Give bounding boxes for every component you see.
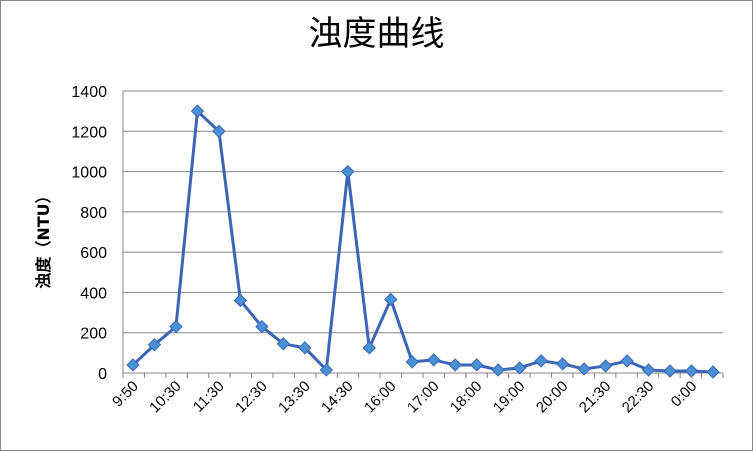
data-point xyxy=(233,293,248,308)
axes xyxy=(122,91,724,378)
x-tick-label: 14:30 xyxy=(318,378,357,417)
data-point xyxy=(405,355,419,369)
data-point xyxy=(319,363,334,377)
x-tick-labels: 9:50 10:30 11:30 12:30 13:30 14:30 16:00 17:00 1… xyxy=(109,378,700,417)
x-tick-label: 18:00 xyxy=(447,378,486,417)
data-point xyxy=(190,104,205,118)
y-tick-label: 1400 xyxy=(71,84,107,101)
data-point xyxy=(298,341,312,355)
y-tick-labels: 0 200 400 600 800 1000 1200 1400 xyxy=(71,84,107,383)
data-point xyxy=(491,363,505,377)
data-point xyxy=(255,319,269,334)
data-point xyxy=(620,354,634,368)
y-tick-label: 0 xyxy=(98,366,107,383)
data-point xyxy=(384,292,398,307)
data-point xyxy=(641,363,656,377)
x-tick-label: 21:30 xyxy=(576,378,615,417)
x-tick-label: 0:00 xyxy=(668,378,701,411)
data-point xyxy=(427,353,441,367)
data-point xyxy=(663,364,677,378)
y-tick-label: 1200 xyxy=(71,124,107,141)
data-point xyxy=(126,358,140,372)
x-tick-label: 17:00 xyxy=(404,378,443,417)
data-point xyxy=(362,341,377,355)
data-point xyxy=(706,365,720,379)
data-point xyxy=(577,362,591,376)
data-point xyxy=(448,358,462,372)
x-tick-label: 16:00 xyxy=(361,378,400,417)
data-point xyxy=(534,354,548,368)
x-tick-label: 12:30 xyxy=(232,378,271,417)
data-point xyxy=(147,338,162,352)
data-point xyxy=(469,358,484,372)
x-tick-label: 10:30 xyxy=(146,378,185,417)
x-tick-label: 20:00 xyxy=(533,378,572,417)
y-tick-label: 600 xyxy=(80,245,107,262)
x-tick-label: 19:00 xyxy=(490,378,529,417)
data-point xyxy=(341,164,355,179)
series-line xyxy=(131,109,714,374)
x-tick-label: 22:30 xyxy=(619,378,658,417)
x-tick-label: 9:50 xyxy=(109,378,142,411)
data-point xyxy=(598,359,613,373)
data-point xyxy=(512,361,527,375)
x-tick-label: 13:30 xyxy=(275,378,314,417)
data-point xyxy=(555,357,570,371)
data-point xyxy=(684,364,699,378)
y-tick-label: 1000 xyxy=(71,165,107,182)
y-tick-label: 200 xyxy=(80,326,107,343)
chart-title: 浊度曲线 xyxy=(308,14,445,54)
y-tick-label: 800 xyxy=(80,205,107,222)
x-tick-label: 11:30 xyxy=(190,378,228,416)
data-point xyxy=(212,124,226,138)
y-tick-label: 400 xyxy=(80,285,107,302)
data-point xyxy=(169,319,183,334)
data-point xyxy=(276,337,291,351)
series-group xyxy=(126,104,720,379)
